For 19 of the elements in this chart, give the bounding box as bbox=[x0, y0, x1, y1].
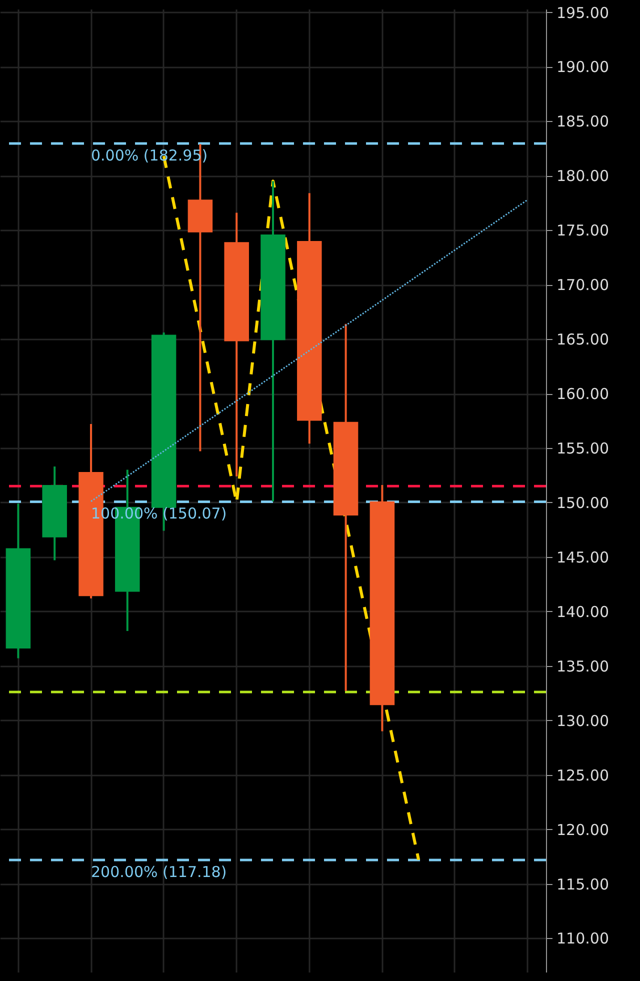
y-tick-label: 180.00 bbox=[556, 167, 609, 186]
y-tick-label: 155.00 bbox=[556, 440, 609, 458]
ref-line-label: 200.00% (117.18) bbox=[91, 863, 227, 882]
y-tick-label: 190.00 bbox=[556, 58, 609, 76]
y-tick-label: 160.00 bbox=[556, 385, 609, 404]
y-tick-label: 145.00 bbox=[556, 548, 609, 566]
y-tick-label: 135.00 bbox=[556, 657, 609, 676]
y-tick-label: 175.00 bbox=[556, 222, 609, 240]
y-tick-label: 115.00 bbox=[556, 875, 609, 894]
y-tick-label: 125.00 bbox=[556, 766, 609, 784]
y-tick-label: 170.00 bbox=[556, 276, 609, 294]
y-tick-label: 130.00 bbox=[556, 712, 609, 730]
y-tick-label: 195.00 bbox=[556, 4, 609, 22]
y-tick-label: 110.00 bbox=[556, 930, 609, 948]
y-tick-label: 120.00 bbox=[556, 820, 609, 839]
y-tick-label: 165.00 bbox=[556, 330, 609, 349]
y-tick-label: 150.00 bbox=[556, 494, 609, 512]
y-tick-label: 185.00 bbox=[556, 112, 609, 131]
y-tick-label: 140.00 bbox=[556, 602, 609, 621]
